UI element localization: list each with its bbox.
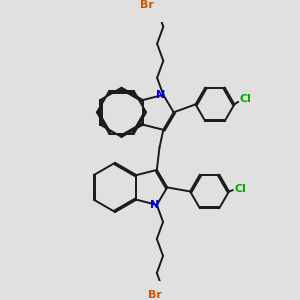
Text: Cl: Cl <box>240 94 251 104</box>
Text: N: N <box>150 200 159 210</box>
Text: Br: Br <box>148 290 162 300</box>
Text: Cl: Cl <box>234 184 246 194</box>
Text: N: N <box>156 90 165 100</box>
Text: Br: Br <box>140 0 154 10</box>
